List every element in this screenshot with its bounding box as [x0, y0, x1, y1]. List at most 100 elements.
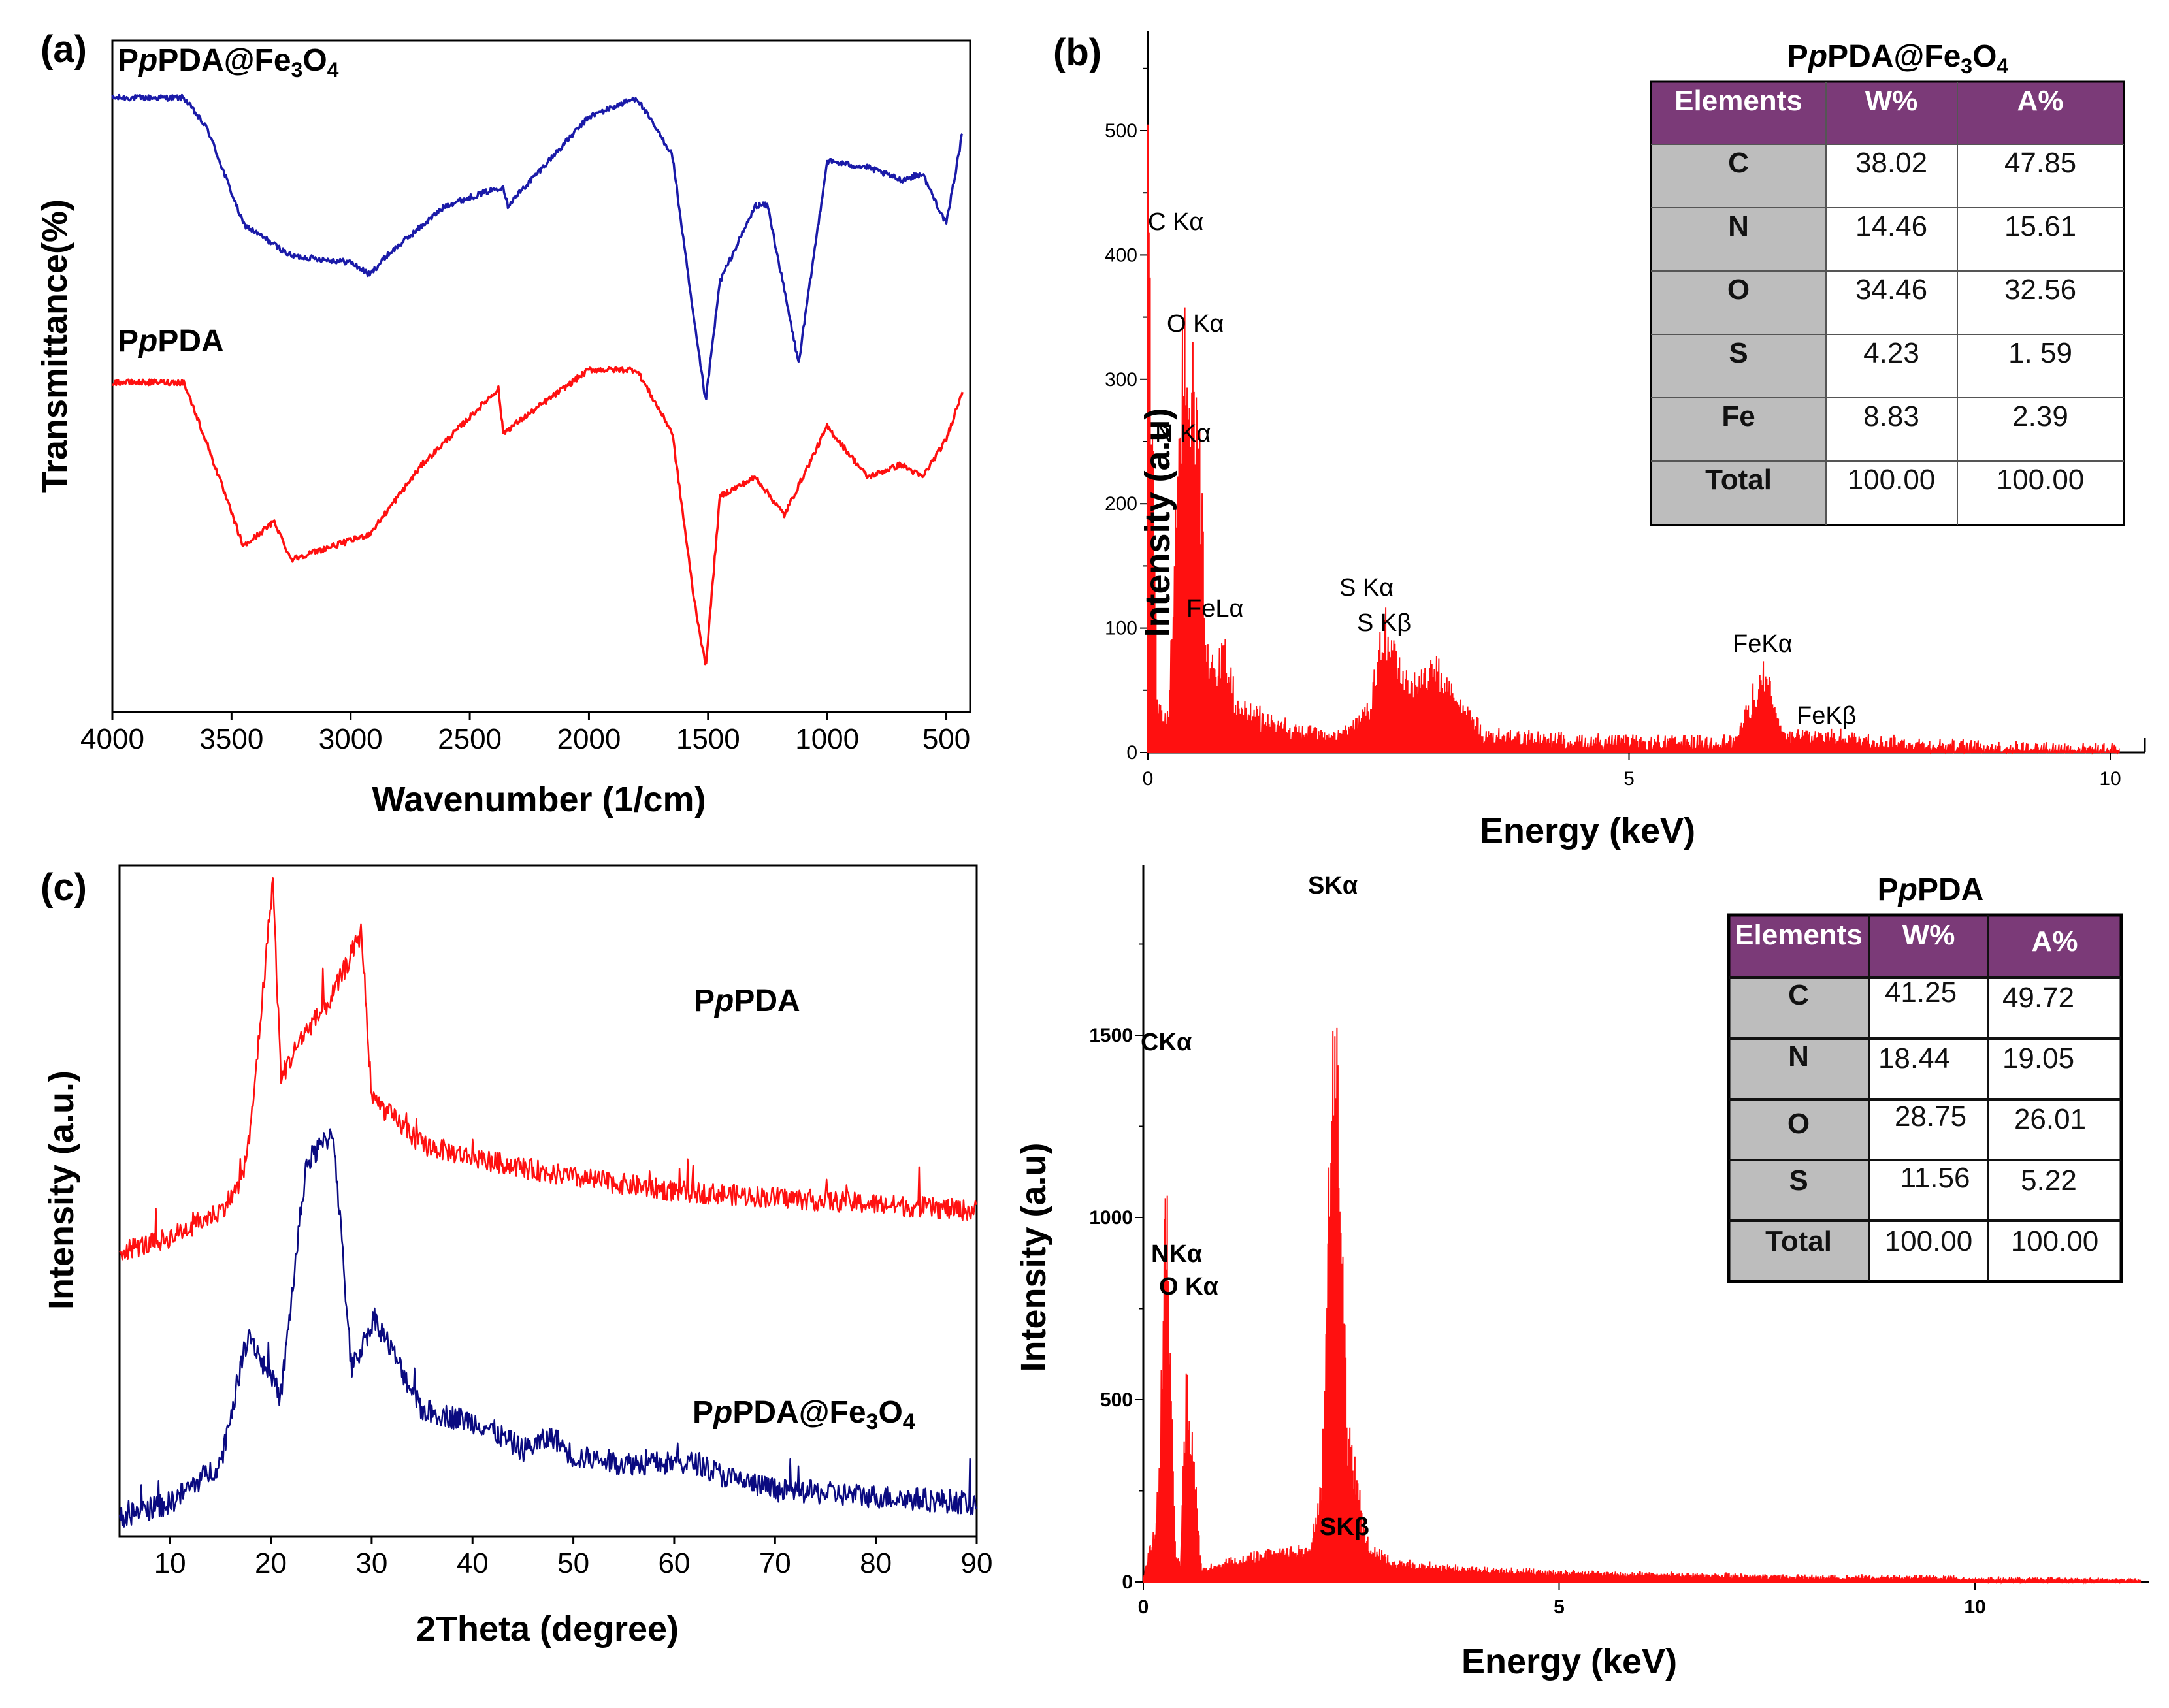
panel-a-label: (a) — [41, 28, 87, 71]
peak-label-o-ka: O Kα — [1167, 310, 1224, 338]
table-d-cell: 5.22 — [2021, 1165, 2077, 1197]
table-d-cell: Total — [1765, 1225, 1832, 1257]
table-d-cell: S — [1789, 1165, 1808, 1197]
table-b-cell: 14.46 — [1855, 210, 1927, 242]
y-tick-label: 500 — [1105, 120, 1137, 142]
table-d-cell: 41.25 — [1885, 976, 1957, 1008]
panel-c-x-ticks: 10 20 30 40 50 60 70 80 90 — [154, 1536, 992, 1579]
table-b-header-a: A% — [2017, 85, 2064, 117]
table-d-header-a: A% — [2032, 926, 2078, 958]
x-tick-label: 0 — [1143, 768, 1154, 790]
ftir-legend-ppda: PpPDA — [118, 324, 224, 359]
table-b-cell: 1. 59 — [2008, 337, 2072, 369]
y-tick-label: 1000 — [1089, 1207, 1133, 1229]
y-tick-label: 0 — [1122, 1571, 1133, 1593]
table-d-header-bg — [1729, 915, 2121, 978]
panel-b-ticks: 0 100 200 300 400 500 0 5 10 — [1105, 67, 2121, 790]
xrd-legend-ppda: PpPDA — [694, 984, 800, 1018]
table-b-cell: C — [1728, 147, 1749, 179]
panel-d-xlabel: Energy (keV) — [1461, 1642, 1677, 1681]
table-d-cell: 100.00 — [2011, 1225, 2099, 1257]
y-tick-label: 300 — [1105, 369, 1137, 391]
y-tick-label: 400 — [1105, 244, 1137, 266]
table-b-rows: C 38.02 47.85 N 14.46 15.61 O 34.46 32.5… — [1705, 147, 2084, 496]
peak-label-s-ka: SKα — [1308, 872, 1358, 899]
x-tick-label: 5 — [1623, 768, 1635, 790]
x-tick-label: 50 — [557, 1547, 589, 1579]
y-tick-label: 500 — [1100, 1389, 1133, 1411]
x-tick-label: 5 — [1554, 1596, 1565, 1618]
table-b-header-elements: Elements — [1674, 85, 1802, 117]
table-d-title: PpPDA — [1878, 873, 1984, 907]
x-tick-label: 4000 — [80, 723, 144, 755]
panel-a-xlabel: Wavenumber (1/cm) — [372, 780, 706, 819]
table-b-cell: 38.02 — [1855, 147, 1927, 179]
x-tick-label: 30 — [355, 1547, 387, 1579]
table-b-title: PpPDA@Fe3O4 — [1787, 39, 2009, 78]
x-tick-label: 1000 — [795, 723, 859, 755]
x-tick-label: 0 — [1138, 1596, 1149, 1618]
table-d-cell: 28.75 — [1895, 1101, 1966, 1133]
peak-label-fe-kb: FeKβ — [1797, 702, 1857, 730]
panel-d-edx: 0 500 1000 1500 0 5 10 SKα CKα NKα O Kα SKβ In… — [1014, 865, 2149, 1681]
table-d-cell: N — [1788, 1040, 1809, 1072]
panel-c-label: (c) — [41, 866, 87, 909]
ftir-series-ppda-fe3o4 — [111, 93, 964, 400]
x-tick-label: 3500 — [199, 723, 263, 755]
panel-c-xlabel: 2Theta (degree) — [416, 1609, 679, 1649]
x-tick-label: 10 — [154, 1547, 186, 1579]
table-d-header-w: W% — [1902, 919, 1955, 951]
panel-b-xlabel: Energy (keV) — [1480, 811, 1695, 850]
peak-label-c-ka: C Kα — [1148, 208, 1203, 236]
table-d-cell: C — [1788, 979, 1809, 1011]
table-b-cell: 34.46 — [1855, 274, 1927, 306]
peak-label-o-ka: O Kα — [1159, 1273, 1218, 1300]
x-tick-label: 70 — [759, 1547, 791, 1579]
table-d-rows: C 41.25 49.72 N 18.44 19.05 O 28.75 26.0… — [1765, 976, 2098, 1257]
xrd-legend-ppda-fe3o4: PpPDA@Fe3O4 — [693, 1395, 915, 1434]
xrd-series-ppda — [119, 877, 977, 1261]
table-d-cell: 49.72 — [2002, 982, 2074, 1014]
table-d-cell: 19.05 — [2002, 1042, 2074, 1074]
table-d-cell: O — [1787, 1108, 1810, 1140]
peak-label-s-kb: SKβ — [1320, 1513, 1369, 1541]
panel-a-ylabel: Transmittance(%) — [35, 199, 74, 493]
panel-a-frame — [111, 39, 971, 713]
panel-a-x-ticks: 4000 3500 3000 2500 2000 1500 1000 500 — [80, 712, 970, 755]
table-b-cell: Total — [1705, 464, 1772, 496]
x-tick-label: 500 — [922, 723, 970, 755]
table-b-border — [1650, 80, 2125, 526]
panel-d-ticks: 0 500 1000 1500 0 5 10 — [1089, 943, 1986, 1618]
table-d-cell: 18.44 — [1878, 1042, 1950, 1074]
x-tick-label: 1500 — [676, 723, 740, 755]
ftir-legend-ppda-fe3o4: PpPDA@Fe3O4 — [118, 43, 339, 82]
table-b-cell: N — [1728, 210, 1749, 242]
y-tick-label: 100 — [1105, 618, 1137, 639]
x-tick-label: 80 — [860, 1547, 892, 1579]
table-b-cell: 4.23 — [1863, 337, 1919, 369]
table-d: Elements W% A% C 41.25 49.72 N 18.44 19.… — [1727, 913, 2123, 1283]
table-d-element-col-bg — [1729, 978, 1869, 1281]
table-b-cell: 100.00 — [1997, 464, 2085, 496]
peak-label-n-ka: NKα — [1151, 1240, 1202, 1268]
table-d-header-elements: Elements — [1735, 919, 1863, 951]
panel-b-ylabel: Intensity (a.u) — [1138, 408, 1177, 637]
table-d-cell: 26.01 — [2014, 1103, 2086, 1135]
y-tick-label: 1500 — [1089, 1025, 1133, 1046]
table-b-cell: 47.85 — [2004, 147, 2076, 179]
y-tick-label: 0 — [1126, 742, 1137, 764]
table-b-header-bg — [1651, 82, 2124, 144]
peak-label-n-ka: N Kα — [1155, 420, 1211, 447]
table-b-cell: O — [1727, 274, 1750, 306]
table-b-cell: S — [1729, 337, 1748, 369]
table-b-cell: 100.00 — [1848, 464, 1936, 496]
edx-spectrum-ppda-fe3o4 — [1147, 124, 2120, 755]
x-tick-label: 3000 — [319, 723, 383, 755]
panel-b-label: (b) — [1053, 31, 1101, 74]
x-tick-label: 10 — [2099, 768, 2121, 790]
peak-label-fe-la: FeLα — [1186, 595, 1243, 622]
xrd-series-ppda-fe3o4 — [118, 1128, 977, 1528]
table-d-cell: 100.00 — [1885, 1225, 1973, 1257]
